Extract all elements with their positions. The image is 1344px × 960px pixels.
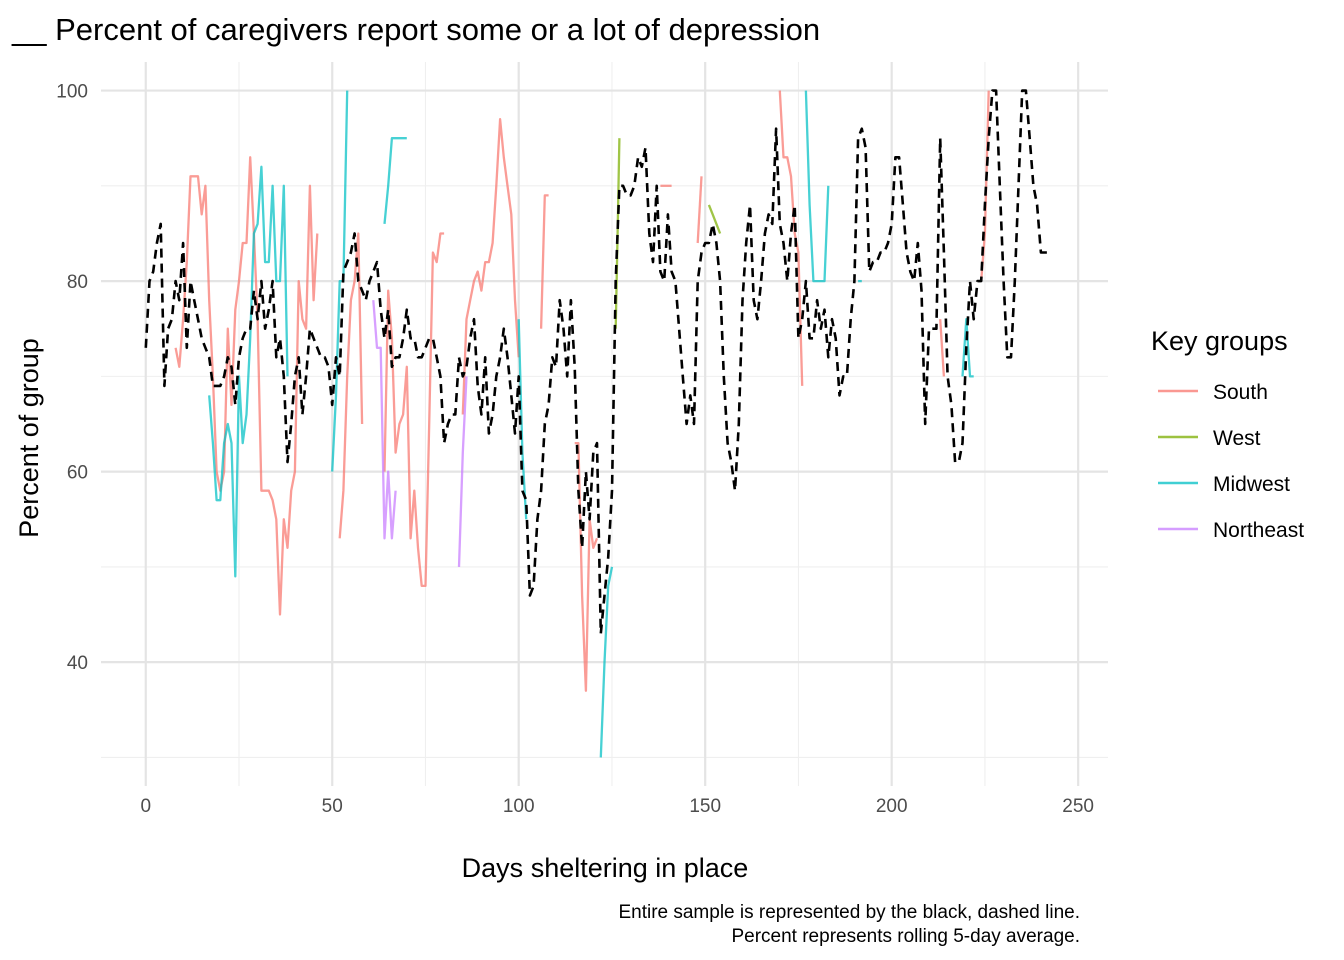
legend-label-west: West [1213, 427, 1261, 450]
midwest-line [599, 566, 614, 758]
x-axis-title: Days sheltering in place [462, 853, 749, 883]
south-line [539, 194, 549, 329]
plot-grid [101, 62, 1108, 786]
y-axis-title: Percent of group [14, 338, 44, 538]
x-tick-label: 100 [503, 796, 535, 817]
legend-label-south: South [1213, 381, 1268, 404]
caption-line-2: Percent represents rolling 5-day average… [731, 926, 1080, 947]
x-tick-label: 200 [876, 796, 908, 817]
south-line [174, 156, 319, 616]
y-tick-label: 100 [56, 82, 88, 103]
x-tick-label: 250 [1062, 796, 1094, 817]
legend-title: Key groups [1151, 326, 1288, 356]
south-line [696, 176, 703, 244]
midwest-line [331, 90, 349, 472]
south-line [338, 232, 364, 539]
x-tick-label: 0 [140, 796, 151, 817]
legend-label-midwest: Midwest [1213, 473, 1290, 496]
x-tick-label: 50 [322, 796, 343, 817]
northeast-line [372, 300, 397, 540]
caption-line-1: Entire sample is represented by the blac… [618, 902, 1080, 923]
south-line [383, 232, 445, 588]
legend: Key groups South West Midwest Northeast [1151, 326, 1304, 542]
y-tick-label: 60 [67, 463, 88, 484]
plot-series [144, 89, 1049, 758]
midwest-line [208, 165, 289, 578]
midwest-line [804, 90, 830, 283]
entire-sample-line [144, 89, 1049, 635]
northeast-line [457, 376, 468, 567]
midwest-line [383, 137, 407, 225]
midwest-line [961, 318, 974, 378]
y-axis-ticks: 40 60 80 100 [56, 82, 88, 675]
south-line [939, 319, 946, 377]
chart-title: __ Percent of caregivers report some or … [11, 12, 820, 47]
x-tick-label: 150 [689, 796, 721, 817]
y-tick-label: 40 [67, 653, 88, 674]
x-axis-ticks: 0 50 100 150 200 250 [140, 796, 1094, 817]
y-tick-label: 80 [67, 272, 88, 293]
south-line [461, 118, 520, 415]
legend-label-northeast: Northeast [1213, 519, 1304, 542]
south-line [778, 90, 804, 386]
south-line [574, 441, 599, 692]
west-line [707, 204, 722, 234]
